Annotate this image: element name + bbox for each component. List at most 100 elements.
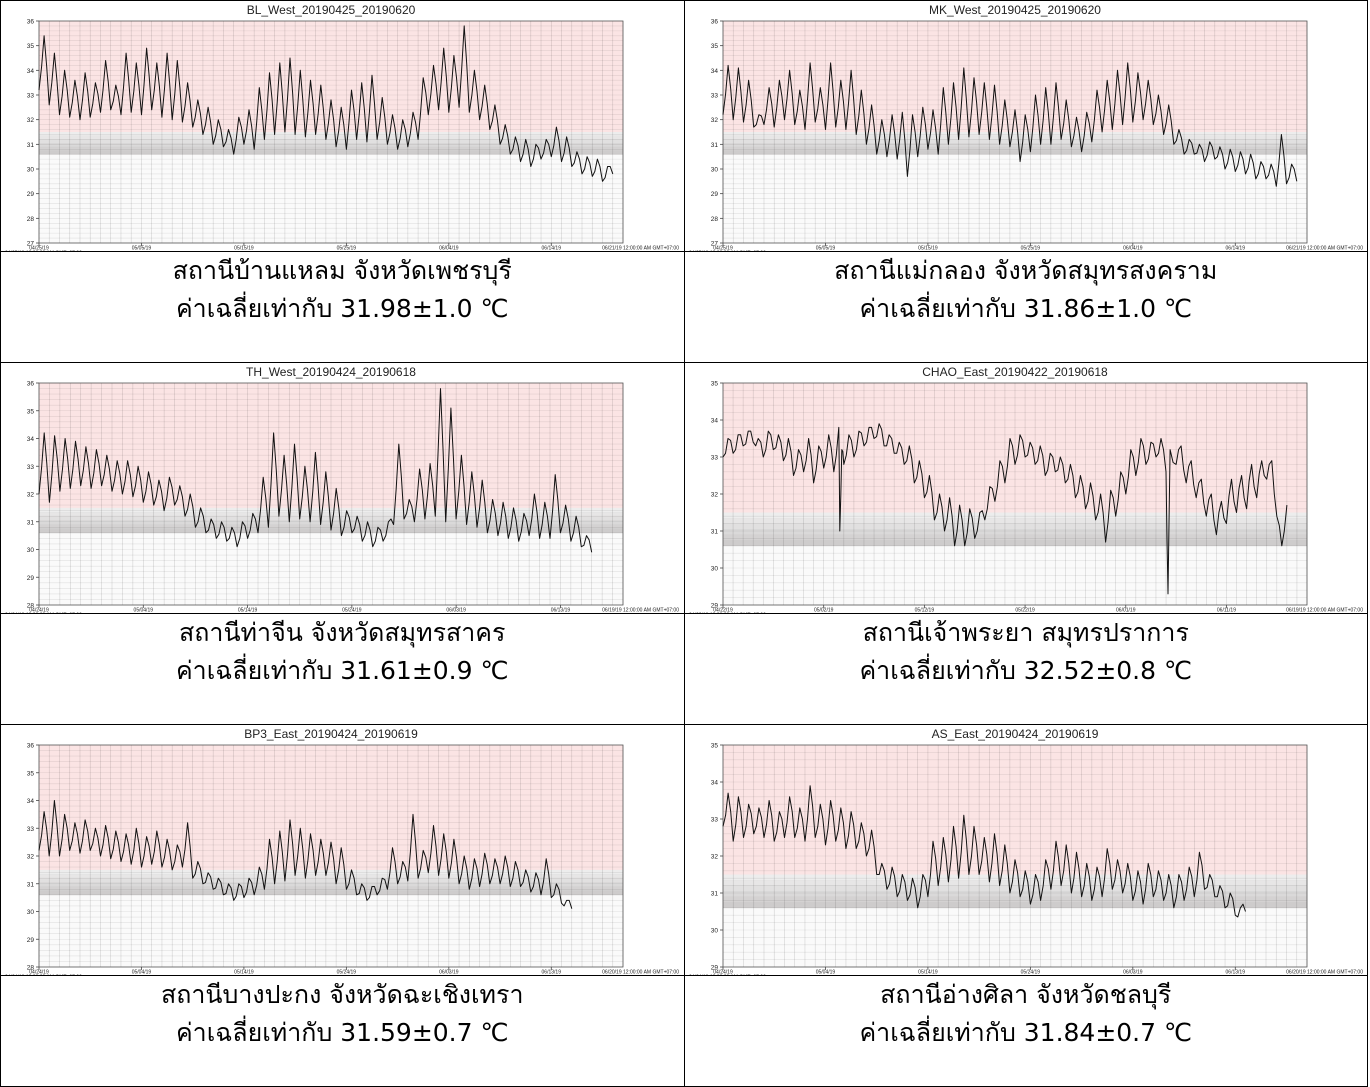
x-tick-label: 05/14/19 (238, 608, 258, 614)
chart-th-west: TH_West_20190424_20190618 28 29 30 31 32 33 34 3… (5, 365, 679, 614)
station-mean: ค่าเฉลี่ยเท่ากับ 31.61±0.9 ℃ (175, 656, 509, 685)
zone-band (39, 520, 623, 525)
y-tick-label: 36 (27, 19, 35, 26)
x-tick-label: 04/24/19 (29, 608, 49, 614)
x-end-label: 06/21/19 12:00:00 AM GMT+07:00 (602, 246, 679, 252)
x-end-label: 06/21/19 12:00:00 AM GMT+07:00 (1286, 246, 1363, 252)
chart-title: BP3_East_20190424_20190619 (244, 727, 418, 741)
x-end-label: 06/20/19 12:00:00 AM GMT+07:00 (602, 970, 679, 976)
zone-band (722, 523, 1307, 530)
zone-band (722, 902, 1307, 909)
y-tick-label: 34 (710, 68, 718, 75)
y-tick-label: 34 (710, 780, 718, 787)
x-tick-label: 04/22/19 (713, 608, 733, 614)
zone-band (722, 139, 1307, 144)
zone-band (39, 869, 623, 875)
chart-cell-mk-west: MK_West_20190425_20190620 27 28 29 30 31 32 33 3… (683, 0, 1368, 252)
x-tick-label: 05/04/19 (132, 970, 152, 976)
y-tick-label: 29 (710, 191, 718, 198)
chart-cell-as-east: AS_East_20190424_20190619 29 30 31 32 33 34 35 0… (683, 724, 1368, 976)
x-tick-label: 06/03/19 (1123, 970, 1143, 976)
x-tick-label: 05/24/19 (337, 970, 357, 976)
temperature-series-line (722, 785, 1246, 918)
zone-band (722, 135, 1307, 140)
temperature-series-line (38, 388, 593, 553)
x-start-label: 04/22/19 12:00:00 AM GMT+07:00 (689, 613, 766, 614)
y-tick-label: 33 (27, 93, 35, 100)
x-start-label: 04/24/19 12:00:00 AM GMT+07:00 (5, 975, 82, 976)
x-tick-label: 06/13/19 (551, 608, 571, 614)
y-tick-label: 31 (27, 142, 35, 149)
zone-band (39, 507, 623, 513)
x-start-label: 04/24/19 12:00:00 AM GMT+07:00 (689, 975, 766, 976)
zone-band (722, 529, 1307, 535)
caption-cell-tha-chin: สถานีท่าจีน จังหวัดสมุทรสาคร ค่าเฉลี่ยเท… (0, 613, 685, 725)
zone-high (39, 21, 623, 132)
y-tick-label: 36 (710, 19, 718, 26)
station-mean: ค่าเฉลี่ยเท่ากับ 31.59±0.7 ℃ (175, 1018, 509, 1047)
temperature-series-line (38, 25, 614, 182)
chart-cell-th-west: TH_West_20190424_20190618 28 29 30 31 32 33 34 3… (0, 362, 685, 614)
x-tick-label: 06/04/19 (439, 246, 459, 252)
y-tick-label: 28 (27, 603, 35, 610)
x-tick-label: 06/03/19 (446, 608, 466, 614)
temperature-series-line (38, 800, 573, 909)
zone-band (722, 896, 1307, 903)
y-tick-label: 33 (710, 455, 718, 462)
zone-band (39, 139, 623, 144)
x-tick-label: 06/14/19 (542, 246, 562, 252)
zone-band (722, 518, 1307, 524)
zone-band (39, 890, 623, 896)
station-name: สถานีเจ้าพระยา สมุทรปราการ (862, 618, 1189, 647)
zone-band (39, 886, 623, 891)
zone-band (39, 146, 623, 151)
x-end-label: 06/20/19 12:00:00 AM GMT+07:00 (1286, 970, 1363, 976)
y-tick-label: 31 (27, 881, 35, 888)
x-tick-label: 04/24/19 (29, 970, 49, 976)
zone-band (722, 874, 1307, 881)
y-tick-label: 35 (27, 43, 35, 50)
x-tick-label: 05/04/19 (815, 970, 835, 976)
plot-frame (722, 20, 1307, 244)
x-tick-label: 05/25/19 (337, 246, 357, 252)
y-tick-label: 31 (27, 519, 35, 526)
zone-band (722, 512, 1307, 519)
zone-high (39, 745, 623, 870)
y-tick-label: 29 (27, 937, 35, 944)
y-tick-label: 29 (27, 191, 35, 198)
zone-high (722, 383, 1307, 513)
chart-title: BL_West_20190425_20190620 (247, 3, 416, 17)
y-tick-label: 27 (710, 241, 718, 248)
y-tick-label: 31 (710, 529, 718, 536)
chart-mk-west: MK_West_20190425_20190620 27 28 29 30 31 32 33 3… (689, 3, 1363, 252)
chart-bl-west: BL_West_20190425_20190620 27 28 29 30 31 32 33 3… (5, 3, 679, 252)
x-tick-label: 05/24/19 (1020, 970, 1040, 976)
station-mean: ค่าเฉลี่ยเท่ากับ 31.86±1.0 ℃ (859, 294, 1193, 323)
x-tick-label: 05/24/19 (342, 608, 362, 614)
y-tick-label: 32 (27, 854, 35, 861)
y-tick-label: 31 (710, 891, 718, 898)
y-tick-label: 34 (27, 68, 35, 75)
y-tick-label: 28 (27, 216, 35, 223)
caption-cell-bang-pakong: สถานีบางปะกง จังหวัดฉะเชิงเทรา ค่าเฉลี่ย… (0, 975, 685, 1087)
y-tick-label: 28 (710, 216, 718, 223)
y-tick-label: 32 (710, 492, 718, 499)
x-tick-label: 05/05/19 (132, 246, 152, 252)
station-name: สถานีแม่กลอง จังหวัดสมุทรสงคราม (834, 256, 1218, 285)
station-name: สถานีบางปะกง จังหวัดฉะเชิงเทรา (161, 980, 524, 1009)
x-tick-label: 04/25/19 (713, 246, 733, 252)
zone-high (722, 21, 1307, 132)
station-name: สถานีท่าจีน จังหวัดสมุทรสาคร (179, 618, 506, 647)
x-tick-label: 06/13/19 (1225, 970, 1245, 976)
zone-band (722, 143, 1307, 148)
zone-band (722, 146, 1307, 151)
x-tick-label: 06/14/19 (1225, 246, 1245, 252)
y-tick-label: 36 (27, 743, 35, 750)
chart-cell-bl-west: BL_West_20190425_20190620 27 28 29 30 31 32 33 3… (0, 0, 685, 252)
x-tick-label: 05/15/19 (918, 246, 938, 252)
x-tick-label: 05/12/19 (914, 608, 934, 614)
x-tick-label: 05/25/19 (1020, 246, 1040, 252)
station-mean: ค่าเฉลี่ยเท่ากับ 32.52±0.8 ℃ (859, 656, 1193, 685)
zone-band (722, 132, 1307, 136)
